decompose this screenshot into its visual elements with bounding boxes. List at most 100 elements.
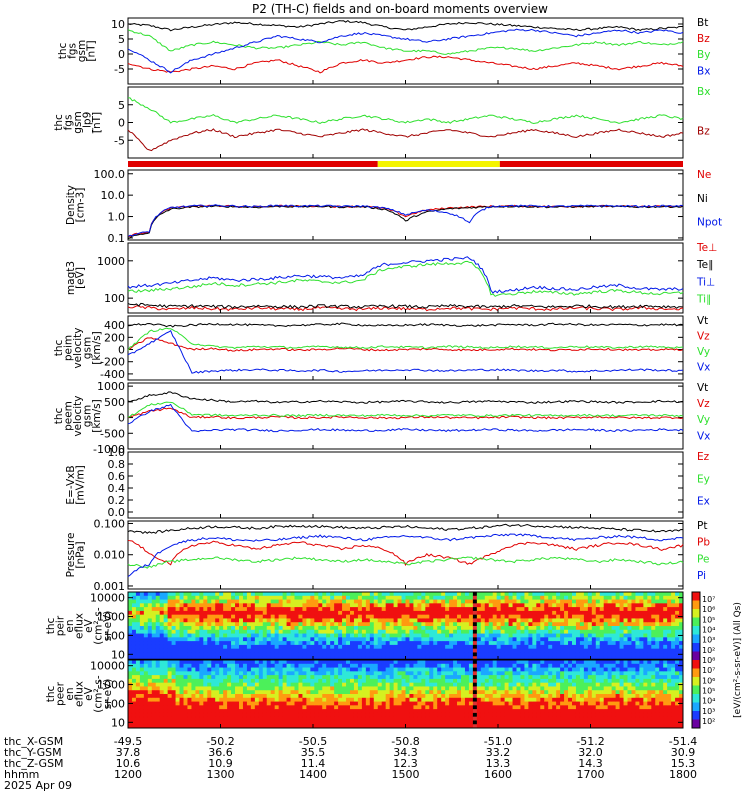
colorbar-segment xyxy=(692,711,700,720)
y-tick-label: 0 xyxy=(118,344,125,357)
legend-entry: Ni xyxy=(697,193,708,205)
y-axis-label: Pressure xyxy=(65,533,77,578)
y-tick-label: -5 xyxy=(114,134,125,147)
y-axis-label: [cm-3] xyxy=(75,188,87,223)
legend-entry: Vt xyxy=(697,382,708,394)
x-tick-label: 36.6 xyxy=(208,746,233,759)
legend-entry: Pb xyxy=(697,537,710,549)
y-axis-label: [eV] xyxy=(75,267,87,289)
y-tick-label: 10.0 xyxy=(101,189,126,202)
y-tick-label: 500 xyxy=(104,396,125,409)
y-tick-label: 0 xyxy=(118,117,125,130)
x-tick-label: 14.3 xyxy=(578,757,603,770)
y-axis-label: eV xyxy=(83,618,95,632)
y-tick-label: 0.6 xyxy=(108,470,126,483)
y-tick-label: 0.0 xyxy=(108,506,126,519)
series-line-Npot xyxy=(127,204,684,237)
x-tick-label: 1600 xyxy=(484,768,512,781)
y-axis-label: gsm xyxy=(82,337,94,359)
colorbar-tick: 10⁷ xyxy=(702,666,715,675)
colorbar-segment xyxy=(692,609,700,618)
x-tick-label: 30.9 xyxy=(671,746,696,759)
series-line-Vx xyxy=(127,329,684,374)
x-tick-label: 1400 xyxy=(299,768,327,781)
y-axis-label: thc xyxy=(45,686,57,703)
series-line-Vt xyxy=(127,391,684,404)
legend-entry: Vy xyxy=(697,414,710,426)
legend-entry: Bz xyxy=(697,33,710,45)
y-axis-label: [mV/m] xyxy=(75,465,87,504)
series-line-Vt xyxy=(127,322,684,328)
y-tick-label: -1000 xyxy=(93,443,125,456)
colorbar-segment xyxy=(692,592,700,601)
y-axis-label: eflux xyxy=(74,681,86,707)
mode-bar-segment xyxy=(128,161,378,167)
x-tick-label: -51.4 xyxy=(669,735,697,748)
colorbar-tick: 10⁴ xyxy=(702,697,715,706)
series-line-Vy xyxy=(127,327,684,351)
colorbar-tick: 10⁵ xyxy=(702,615,715,624)
legend-entry: Pe xyxy=(697,553,709,565)
colorbar-segment xyxy=(692,685,700,695)
y-axis-label: (cm²-s- xyxy=(93,675,105,713)
colorbar-tick: 10³ xyxy=(702,636,715,645)
colorbar-tick: 10⁷ xyxy=(702,595,715,604)
y-axis-label: gsm xyxy=(82,405,94,427)
y-tick-label: 1000 xyxy=(97,611,125,624)
y-tick-label: 0.001 xyxy=(94,580,126,593)
series-line-Bx xyxy=(128,97,684,125)
series-line-By xyxy=(127,29,684,55)
x-tick-label: 32.0 xyxy=(578,746,603,759)
y-tick-label: 0.100 xyxy=(94,517,126,530)
legend-entry: Ti∥ xyxy=(696,294,711,306)
y-tick-label: 0.2 xyxy=(108,494,126,507)
y-axis-label: velocity xyxy=(72,327,84,368)
colorbar-segment xyxy=(692,600,700,610)
legend-entry: Vt xyxy=(697,315,708,327)
y-axis-label: peim xyxy=(63,335,75,361)
y-tick-label: 0 xyxy=(118,412,125,425)
y-tick-label: 1.0 xyxy=(108,211,126,224)
spectrogram-cells xyxy=(128,592,684,661)
colorbar-tick: 10⁸ xyxy=(702,656,715,665)
x-tick-label: 37.8 xyxy=(116,746,141,759)
y-tick-label: 0.4 xyxy=(108,482,126,495)
series-line-Vz xyxy=(127,407,684,420)
panel-ion-spectrogram: 10000 1000 100 10 thcpeirenefluxeV(cm²-s-sr-… xyxy=(45,591,684,661)
x-tick-label: 1500 xyxy=(392,768,420,781)
series-line-Pt xyxy=(127,523,684,535)
x-tick-label: 35.5 xyxy=(301,746,326,759)
x-tick-label: 34.3 xyxy=(393,746,418,759)
colorbar-segment xyxy=(692,702,700,712)
colorbar-label: [eV/(cm²-s-sr-eV)] (All Qs) xyxy=(733,602,743,718)
y-axis-label: sr-eV) xyxy=(102,611,114,642)
series-line-Ti∥ xyxy=(127,260,684,297)
y-axis-label: thc xyxy=(53,340,65,357)
series-line-Vz xyxy=(127,337,684,352)
x-tick-label: 10.9 xyxy=(208,757,233,770)
panel-electron-velocity: 1000 500 0 -500 -1000 thcpeemvelocitygsm[km/s… xyxy=(53,380,710,456)
y-axis-label: thc xyxy=(53,114,65,131)
panel-efield: 1.00.80.60.40.20.0 E=-VxB[mV/m] Ez Ey Ex xyxy=(65,446,710,519)
y-axis-label: velocity xyxy=(72,395,84,436)
x-tick-label: 33.2 xyxy=(486,746,511,759)
y-tick-label: -500 xyxy=(100,427,125,440)
x-row-label: thc_Y-GSM xyxy=(4,746,62,759)
legend-entry: Vz xyxy=(697,398,710,410)
y-tick-label: 400 xyxy=(104,319,125,332)
x-tick-label: 13.3 xyxy=(486,757,511,770)
y-tick-label: 1000 xyxy=(97,380,125,393)
legend-entry: Ey xyxy=(697,473,710,485)
legend-entry: Te⊥ xyxy=(696,242,717,254)
colorbar: 10⁷10⁶10⁵10⁴10³10²10⁸10⁷10⁶10⁵10⁴10³10²[… xyxy=(691,591,743,729)
series-line-Bz xyxy=(127,55,684,74)
colorbar-tick: 10² xyxy=(702,717,715,726)
legend-entry: Te∥ xyxy=(696,259,713,271)
colorbar-segment xyxy=(692,626,700,635)
panel-electron-spectrogram: 10000 1000 100 10 thcpeerenefluxeV(cm²-s-sr-… xyxy=(45,659,684,729)
y-axis-label: [nT] xyxy=(91,112,103,133)
colorbar-segment xyxy=(692,634,700,644)
y-axis-label: eV xyxy=(83,686,95,700)
series-line-Bx xyxy=(127,28,684,74)
